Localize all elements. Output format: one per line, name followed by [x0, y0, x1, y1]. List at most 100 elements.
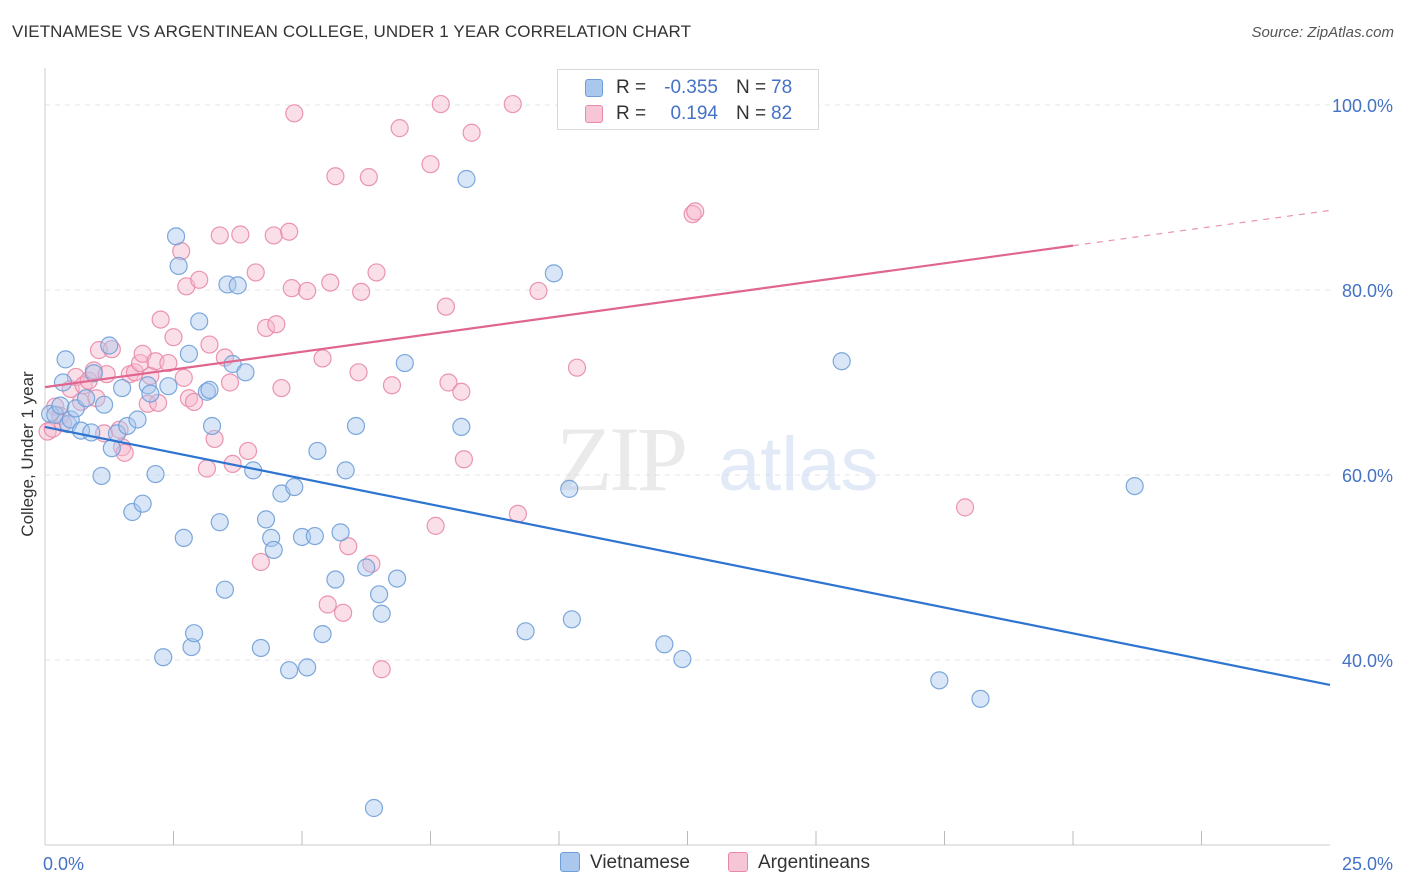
x-tick-label: 25.0% [1342, 854, 1393, 874]
x-tick-labels: 0.0% 25.0% [43, 854, 1393, 874]
argentineans-point [89, 341, 109, 360]
argentineans-point [359, 168, 378, 187]
argentineans-point [190, 270, 209, 289]
y-tick-labels: 40.0% 60.0% 80.0% 100.0% [1332, 96, 1393, 671]
x-minor-ticks [173, 831, 1202, 845]
vietnamese-point [971, 689, 990, 708]
legend-swatch-vietnamese [585, 79, 603, 97]
argentineans-point [210, 226, 229, 245]
legend-n-value: 78 [771, 77, 793, 98]
vietnamese-point [61, 410, 80, 429]
argentineans-point [352, 282, 371, 301]
vietnamese-point [357, 558, 376, 577]
argentineans-point [503, 94, 522, 114]
vietnamese-point [832, 352, 851, 371]
argentineans-point [955, 498, 975, 517]
vietnamese-point [169, 256, 188, 276]
watermark-zip: ZIP [556, 408, 685, 510]
bottom-legend-label-vietnamese: Vietnamese [590, 852, 690, 873]
chart-title: VIETNAMESE VS ARGENTINEAN COLLEGE, UNDER… [12, 22, 692, 41]
vietnamese-point [210, 513, 229, 532]
vietnamese-point [100, 336, 119, 355]
argentineans-point [231, 225, 250, 244]
argentineans-trend-line [44, 244, 1074, 389]
argentineans-point [264, 226, 283, 245]
legend-swatch-argentineans [585, 105, 603, 123]
vietnamese-point [387, 569, 407, 588]
vietnamese-point [313, 624, 332, 644]
vietnamese-point [51, 396, 70, 415]
vietnamese-point [146, 464, 165, 484]
vietnamese-point [516, 622, 535, 641]
vietnamese-point [560, 479, 579, 498]
vietnamese-point [84, 364, 103, 383]
vietnamese-point [182, 637, 201, 657]
argentineans-point [339, 537, 358, 556]
argentineans-point [125, 363, 145, 382]
legend-r-value: -0.355 [664, 77, 718, 98]
vietnamese-point [655, 635, 674, 654]
argentineans-point [529, 281, 548, 301]
legend-r-label: R = [616, 77, 647, 98]
argentineans-point [256, 318, 276, 338]
argentineans-point [334, 603, 353, 622]
vietnamese-point [197, 382, 217, 401]
argentineans-point [220, 373, 240, 392]
legend-r-value: 0.194 [670, 103, 718, 124]
vietnamese-point [305, 526, 324, 546]
vietnamese-point [133, 494, 152, 513]
vietnamese-point [141, 384, 160, 403]
argentineans-point [462, 123, 481, 142]
vietnamese-point [308, 441, 327, 461]
argentineans-point [318, 595, 337, 614]
vietnamese-point [56, 350, 75, 369]
vietnamese-point [95, 395, 114, 414]
vietnamese-point [251, 638, 270, 658]
vietnamese-point [336, 461, 355, 480]
bottom-legend-argentineans: Argentineans [728, 852, 870, 874]
vietnamese-point [112, 378, 132, 398]
y-tick-label: 40.0% [1342, 651, 1393, 671]
vietnamese-point [331, 523, 350, 542]
argentineans-point [452, 382, 471, 401]
vietnamese-point [200, 380, 219, 399]
argentineans-point [200, 335, 219, 354]
argentineans-point [436, 297, 456, 316]
gridlines [45, 104, 1330, 661]
argentineans-point [285, 104, 304, 123]
vietnamese-point [452, 417, 471, 436]
vietnamese-point [118, 416, 137, 436]
vietnamese-point [457, 169, 476, 189]
vietnamese-point [370, 585, 389, 604]
argentineans-point [454, 450, 474, 469]
argentineans-point [174, 368, 193, 387]
vietnamese-point [280, 661, 299, 680]
argentineans-trend-extension [1072, 209, 1331, 247]
y-tick-label: 60.0% [1342, 466, 1393, 486]
vietnamese-points [41, 169, 1144, 818]
legend-n-label: N = [736, 103, 767, 124]
argentineans-point [567, 358, 587, 377]
vietnamese-point [673, 649, 692, 669]
vietnamese-point [159, 377, 178, 396]
vietnamese-point [77, 389, 96, 408]
argentineans-point [686, 202, 705, 221]
vietnamese-point [346, 416, 366, 436]
vietnamese-point [202, 416, 222, 436]
vietnamese-point [930, 671, 949, 690]
vietnamese-point [166, 227, 186, 246]
argentineans-point [282, 279, 301, 298]
y-axis-label: College, Under 1 year [18, 371, 37, 537]
vietnamese-point [364, 798, 384, 818]
x-tick-label: 0.0% [43, 854, 84, 874]
vietnamese-point [53, 373, 73, 392]
argentineans-point [349, 363, 368, 382]
vietnamese-point [128, 410, 147, 429]
vietnamese-point [395, 353, 414, 373]
argentineans-point [372, 660, 391, 679]
bottom-legend-swatch-argentineans [728, 852, 748, 872]
vietnamese-point [92, 466, 111, 486]
argentineans-point [251, 552, 270, 572]
argentineans-point [151, 310, 170, 329]
